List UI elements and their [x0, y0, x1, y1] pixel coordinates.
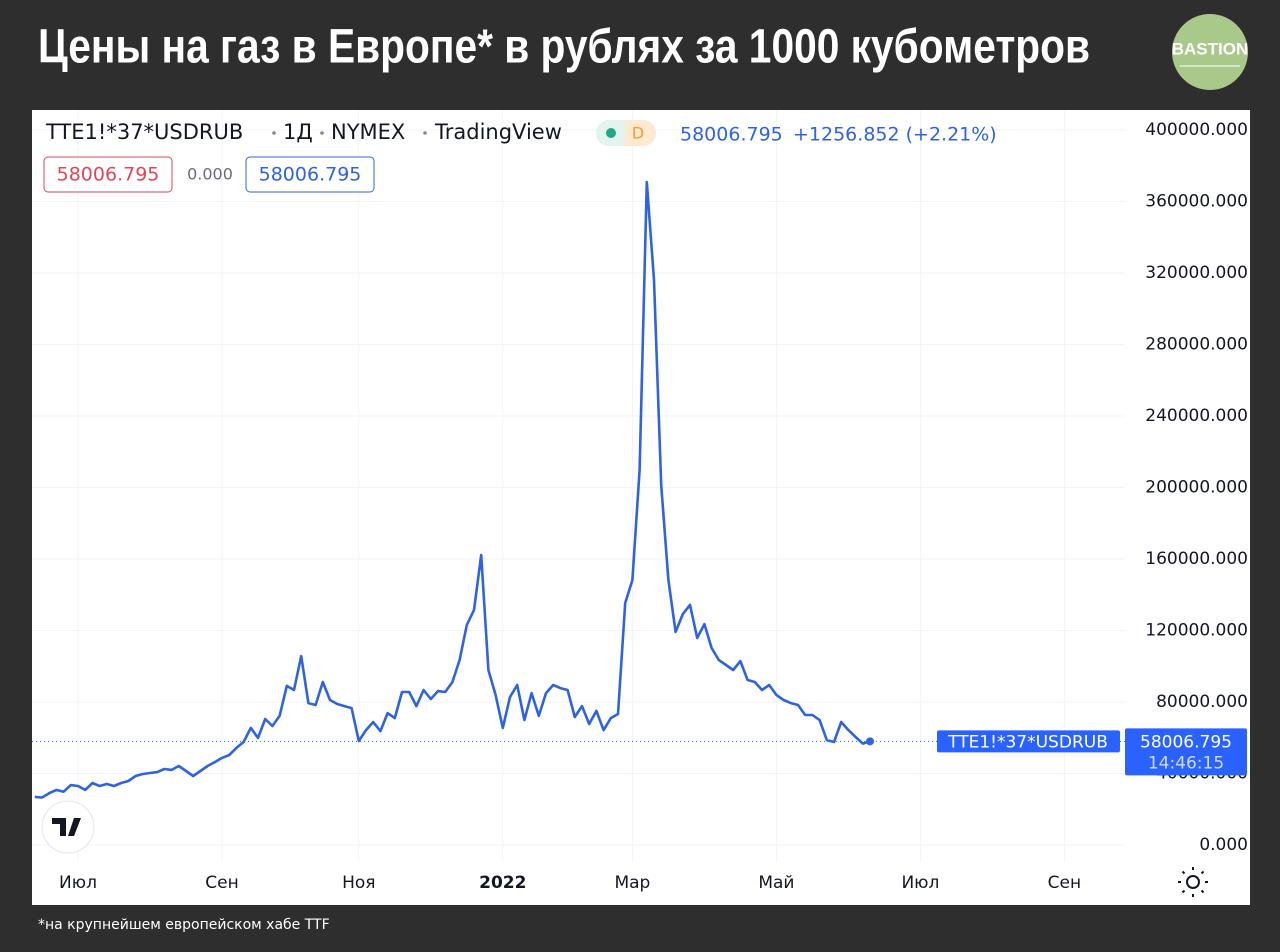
price-change: +1256.852 (+2.21%): [793, 124, 997, 146]
status-dot: [606, 128, 616, 138]
badge-half: [625, 120, 656, 146]
y-tick-label: 400000.000: [1145, 120, 1248, 140]
x-tick-label: Сен: [205, 873, 238, 893]
tv-logo-mark: [52, 818, 81, 836]
y-tick-label: 0.000: [1199, 835, 1248, 855]
symbol-tag-label: TTE1!*37*USDRUB: [947, 732, 1108, 752]
x-tick-label: Мар: [614, 873, 650, 893]
y-tick-label: 120000.000: [1145, 621, 1248, 641]
separator: [272, 131, 276, 135]
logo-text: BASTION: [1172, 39, 1249, 58]
interval: 1Д: [283, 120, 313, 144]
exchange: NYMEX: [331, 120, 405, 144]
y-tick-label: 200000.000: [1145, 478, 1248, 498]
price-tag: [1125, 728, 1247, 776]
spread: 0.000: [187, 165, 233, 184]
line: [34, 180, 871, 799]
x-tick-label: Май: [758, 873, 794, 893]
source: TradingView: [434, 120, 562, 144]
x-tick-label: 2022: [479, 873, 526, 893]
last-point: [866, 737, 874, 746]
symbol-tag: [937, 730, 1120, 753]
last-price: 58006.795: [680, 124, 783, 146]
y-tick-label: 360000.000: [1145, 192, 1248, 212]
buy-box[interactable]: [245, 156, 375, 193]
separator: [423, 131, 427, 135]
x-tick-label: Июл: [59, 873, 97, 893]
price-tag-time: 14:46:15: [1148, 753, 1224, 773]
y-tick-label: 240000.000: [1145, 406, 1248, 426]
sell-price: 58006.795: [57, 164, 160, 186]
symbol: TTE1!*37*USDRUB: [45, 120, 243, 144]
price-tag-value: 58006.795: [1140, 732, 1232, 752]
x-tick-label: Июл: [901, 873, 939, 893]
sell-box[interactable]: [43, 156, 173, 193]
settings-icon[interactable]: [1178, 867, 1208, 897]
logo-circle: [1172, 14, 1248, 90]
y-tick-label: 280000.000: [1145, 335, 1248, 355]
y-tick-label: 320000.000: [1145, 263, 1248, 283]
badge-label: D: [632, 124, 644, 143]
tv-logo[interactable]: [41, 800, 95, 854]
buy-price: 58006.795: [259, 164, 362, 186]
separator: [320, 131, 324, 135]
chart-title: Цены на газ в Европе* в рублях за 1000 к…: [38, 21, 1090, 74]
y-tick-label: 160000.000: [1145, 549, 1248, 569]
x-tick-label: Ноя: [342, 873, 375, 893]
footnote: *на крупнейшем европейском хабе TTF: [38, 917, 330, 933]
chart-panel: [32, 110, 1250, 905]
x-tick-label: Сен: [1048, 873, 1081, 893]
y-tick-label: 80000.000: [1156, 692, 1248, 712]
